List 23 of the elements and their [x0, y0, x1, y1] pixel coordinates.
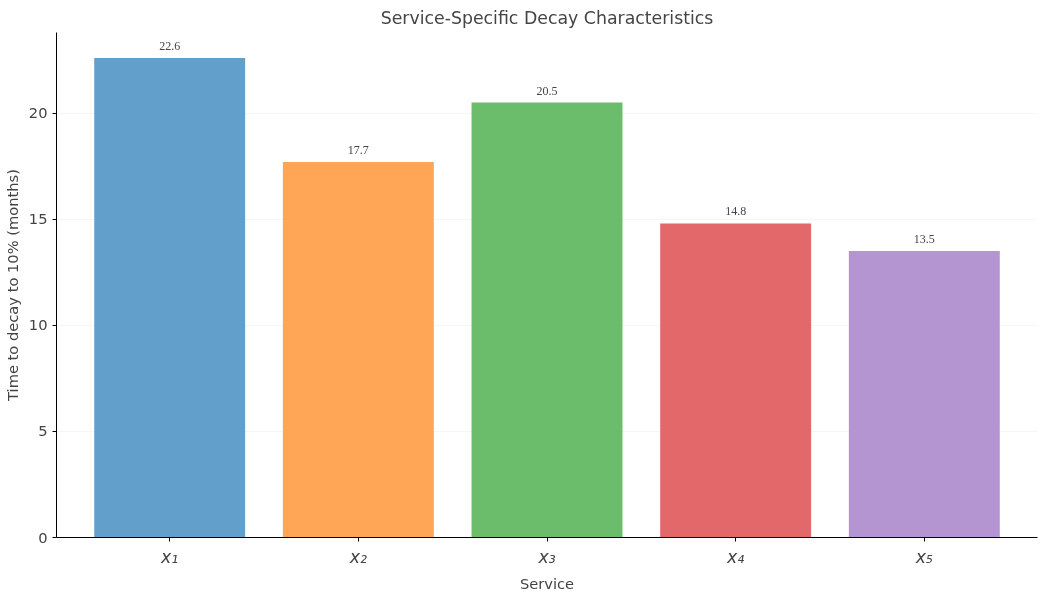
data-label: 22.6: [159, 38, 181, 53]
y-tick-label: 10: [28, 316, 48, 334]
x-tick-label: x₃: [537, 546, 556, 567]
x-tick-label: x₁: [160, 546, 179, 567]
y-tick-label: 5: [38, 422, 48, 440]
bar: [282, 161, 434, 538]
data-label: 17.7: [347, 142, 369, 157]
bar: [660, 223, 812, 538]
y-tick-label: 15: [28, 210, 48, 228]
bar: [94, 57, 246, 538]
data-label: 20.5: [536, 83, 558, 98]
bar: [848, 251, 1000, 538]
y-tick-label: 20: [28, 104, 48, 122]
y-axis-title: Time to decay to 10% (months): [3, 169, 21, 402]
x-tick-label: x₅: [914, 546, 933, 567]
chart-title: Service-Specific Decay Characteristics: [380, 7, 714, 28]
x-tick-label: x₄: [726, 546, 745, 567]
y-tick-label: 0: [38, 528, 48, 546]
bar: [471, 102, 623, 538]
x-axis-title: Service: [519, 574, 575, 592]
data-label: 13.5: [913, 232, 935, 247]
data-label: 14.8: [725, 204, 747, 219]
x-tick-label: x₂: [348, 546, 367, 567]
